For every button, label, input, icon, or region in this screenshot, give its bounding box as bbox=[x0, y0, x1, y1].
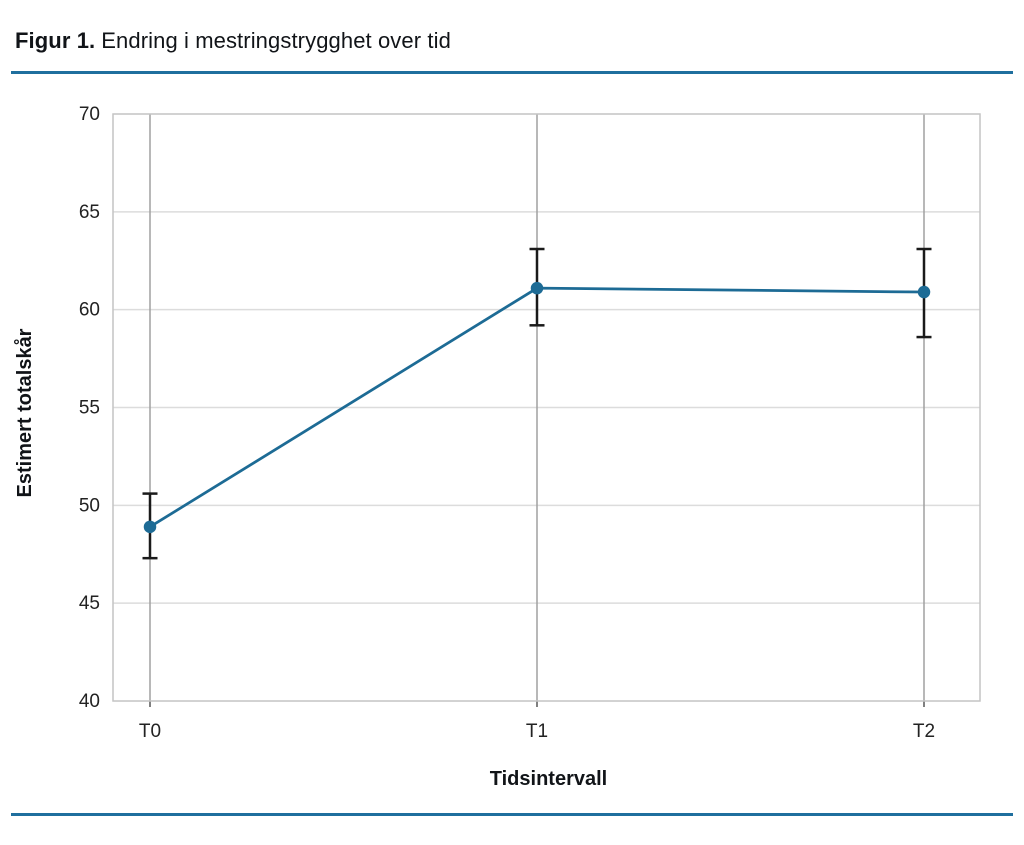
figure-title: Figur 1. Endring i mestringstrygghet over… bbox=[15, 28, 451, 54]
bottom-divider bbox=[11, 813, 1013, 816]
y-tick-label: 70 bbox=[79, 104, 100, 125]
x-tick-label: T0 bbox=[139, 721, 161, 742]
x-tick-label: T2 bbox=[913, 721, 935, 742]
data-point-T0 bbox=[143, 520, 157, 534]
y-tick-label: 50 bbox=[79, 495, 100, 516]
y-tick-label: 65 bbox=[79, 202, 100, 223]
data-point-T1 bbox=[530, 281, 544, 295]
x-tick-label: T1 bbox=[526, 721, 548, 742]
x-axis-label: Tidsintervall bbox=[490, 768, 607, 790]
y-tick-label: 40 bbox=[79, 691, 100, 712]
y-tick-label: 60 bbox=[79, 300, 100, 321]
figure-title-prefix: Figur 1. bbox=[15, 28, 96, 53]
plot-frame bbox=[112, 113, 981, 702]
top-divider bbox=[11, 71, 1013, 74]
y-axis-label: Estimert totalskår bbox=[13, 328, 36, 497]
y-tick-label: 45 bbox=[79, 593, 100, 614]
data-point-T2 bbox=[917, 285, 931, 299]
figure-title-text: Endring i mestringstrygghet over tid bbox=[101, 28, 451, 53]
y-tick-label: 55 bbox=[79, 398, 100, 419]
